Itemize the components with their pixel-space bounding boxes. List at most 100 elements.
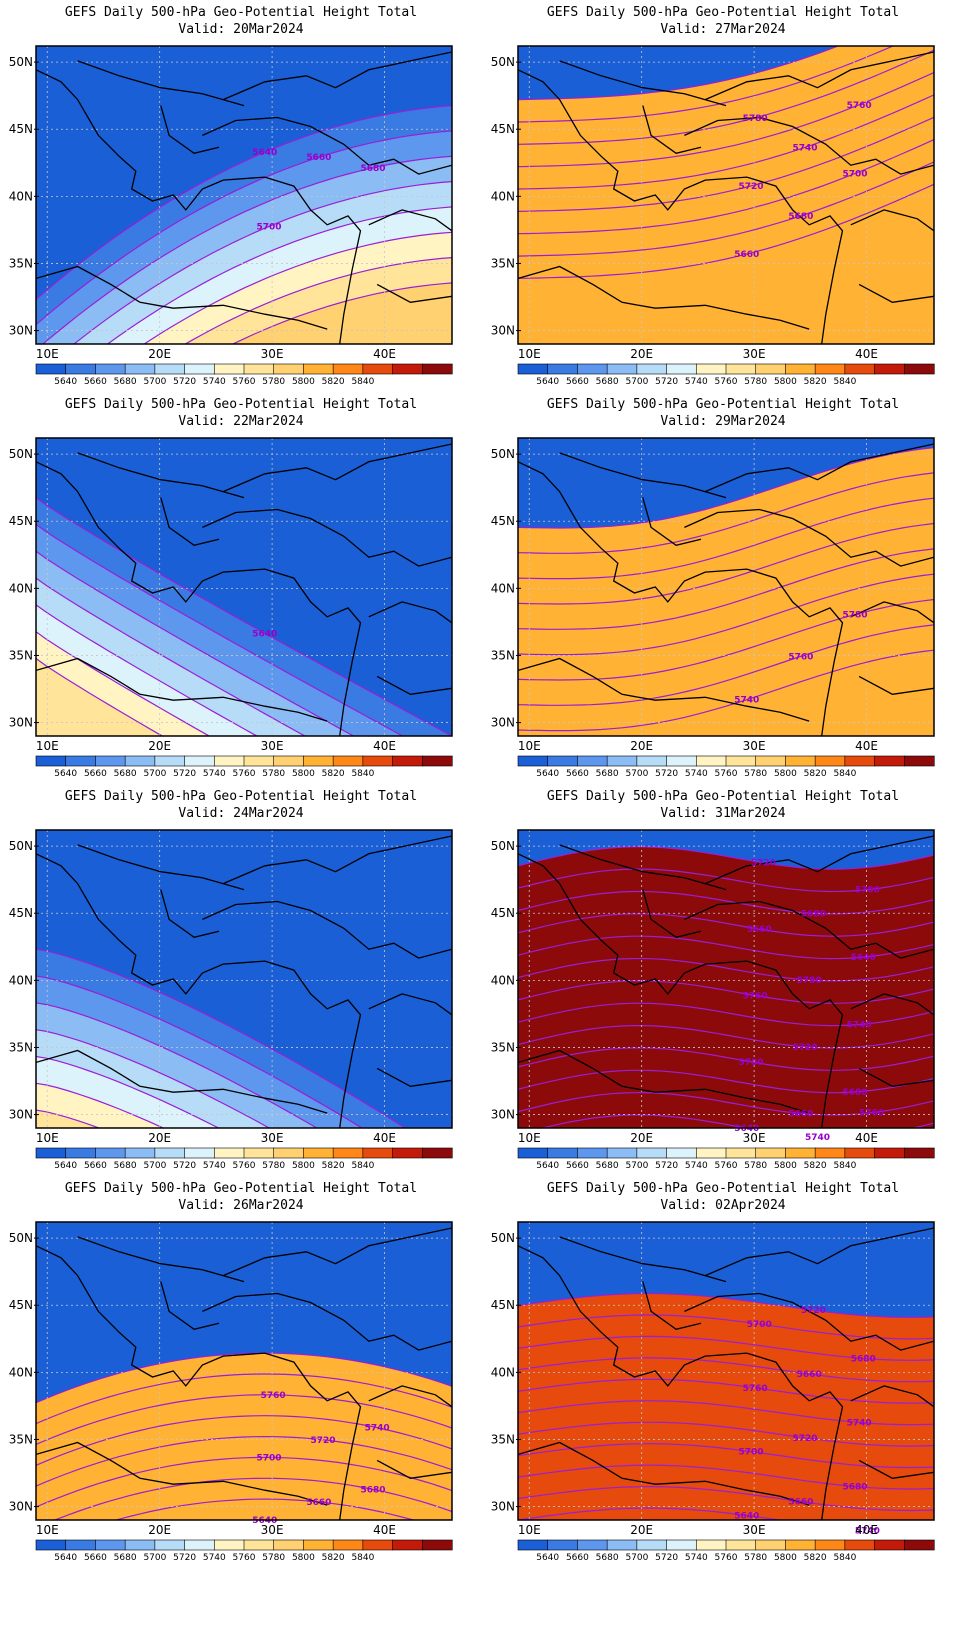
colorbar-label: 5780	[744, 769, 767, 779]
coastline	[368, 1385, 452, 1408]
map-canvas: 5640 5660 5680 5700 5720 5740 5760 50N 45N 40N 35N…	[9, 1221, 453, 1563]
colorbar-swatch	[547, 363, 579, 375]
contour-line	[36, 1373, 452, 1425]
coastline	[559, 844, 727, 891]
colorbar-swatch	[303, 1147, 334, 1159]
height-band	[36, 1083, 164, 1128]
colorbar-label: 5820	[322, 1553, 345, 1563]
contour-line	[518, 868, 934, 893]
latitude-tick-label: 50N	[491, 1231, 515, 1245]
longitude-tick-label: 10E	[518, 347, 541, 361]
colorbar-label: 5820	[322, 1161, 345, 1171]
colorbar-swatch	[636, 1147, 668, 1159]
height-band	[36, 658, 163, 736]
contour-line	[518, 1025, 934, 1049]
colorbar-label: 5680	[114, 1553, 137, 1563]
height-band	[518, 846, 934, 1128]
coastline	[376, 283, 452, 303]
contour-line	[518, 573, 934, 656]
panel-valid-date: Valid: 29Mar2024	[660, 414, 786, 429]
contour-line	[518, 1357, 934, 1383]
contour-label: 5760	[859, 1109, 884, 1119]
longitude-tick-label: 10E	[36, 347, 59, 361]
contour-label: 5640	[252, 1516, 277, 1526]
colorbar-label: 5640	[536, 1553, 559, 1563]
colorbar-label: 5740	[203, 377, 226, 387]
colorbar-swatch	[517, 1147, 549, 1159]
longitude-tick-label: 20E	[148, 347, 171, 361]
latitude-tick-label: 40N	[9, 581, 33, 595]
contour-line	[73, 181, 452, 344]
colorbar-label: 5760	[233, 769, 256, 779]
contour-label: 5660	[734, 250, 759, 260]
coastline	[642, 105, 702, 155]
colorbar-swatch	[636, 755, 668, 767]
colorbar-swatch	[303, 755, 334, 767]
colorbar-label: 5700	[625, 769, 648, 779]
latitude-tick-label: 50N	[9, 839, 33, 853]
coastline	[518, 69, 844, 344]
contour-label: 5780	[743, 114, 768, 124]
coastline	[160, 105, 220, 155]
contour-line	[53, 1477, 452, 1520]
colorbar-label: 5840	[833, 377, 856, 387]
colorbar-swatch	[903, 1539, 935, 1551]
latitude-tick-label: 50N	[9, 1231, 33, 1245]
coastline	[36, 1441, 328, 1506]
contour-line	[518, 497, 934, 580]
coastline	[376, 1459, 452, 1479]
map-panel: GEFS Daily 500-hPa Geo-Potential Height …	[0, 1176, 482, 1586]
colorbar-swatch	[392, 1539, 423, 1551]
colorbar-swatch	[606, 1147, 638, 1159]
colorbar-swatch	[243, 1147, 275, 1159]
colorbar-label: 5700	[143, 769, 166, 779]
colorbar-swatch	[755, 755, 787, 767]
contour-label: 5760	[788, 652, 813, 662]
colorbar-label: 5800	[292, 1553, 315, 1563]
contour-line	[518, 1485, 934, 1512]
latitude-tick-label: 50N	[491, 839, 515, 853]
coastline	[77, 452, 245, 499]
contour-line	[184, 257, 452, 344]
contour-line	[36, 1002, 319, 1128]
colorbar-label: 5820	[804, 377, 827, 387]
colorbar-swatch	[95, 1147, 126, 1159]
contour-line	[518, 116, 934, 212]
colorbar-swatch	[273, 755, 305, 767]
coastline	[684, 1292, 934, 1351]
contour-label: 5660	[788, 1498, 813, 1508]
colorbar-label: 5800	[774, 1161, 797, 1171]
colorbar-label: 5800	[292, 769, 315, 779]
contour-line	[518, 1443, 934, 1469]
colorbar-label: 5780	[262, 1553, 285, 1563]
coastline	[850, 1385, 934, 1408]
latitude-tick-label: 50N	[491, 447, 515, 461]
colorbar-label: 5660	[84, 377, 107, 387]
longitude-tick-label: 40E	[855, 1523, 878, 1537]
contour-label: 5780	[842, 611, 867, 621]
colorbar-swatch	[547, 1539, 579, 1551]
contour-line	[36, 130, 452, 326]
map-frame	[35, 45, 453, 345]
latitude-tick-label: 35N	[9, 1432, 33, 1446]
coastline	[642, 1281, 702, 1331]
colorbar-label: 5760	[233, 1553, 256, 1563]
colorbar-label: 5680	[114, 1161, 137, 1171]
latitude-tick-label: 45N	[9, 122, 33, 136]
coastline	[36, 853, 362, 1128]
colorbar-swatch	[154, 1147, 186, 1159]
contour-label: 5680	[842, 1088, 867, 1098]
colorbar-label: 5700	[625, 377, 648, 387]
colorbar-label: 5720	[173, 377, 196, 387]
colorbar-label: 5660	[84, 769, 107, 779]
colorbar-label: 5740	[685, 377, 708, 387]
height-band	[232, 282, 452, 344]
map-frame	[35, 437, 453, 737]
contour-line	[518, 1507, 784, 1520]
colorbar-label: 5820	[804, 769, 827, 779]
colorbar-swatch	[362, 363, 394, 375]
contour-label: 5720	[751, 859, 776, 869]
coastline	[202, 508, 452, 567]
contour-line	[36, 1055, 220, 1128]
colorbar-label: 5640	[536, 769, 559, 779]
